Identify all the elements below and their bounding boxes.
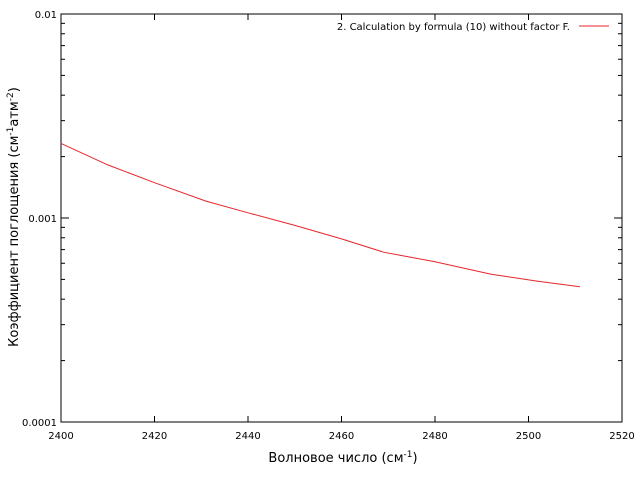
- x-axis-label-close: ): [412, 451, 417, 466]
- x-axis-ticks: 2400 2420 2440 2460 2480 2500 2520: [48, 14, 635, 442]
- y-axis-label-text: Коэффициент поглощения (см: [7, 136, 22, 347]
- x-axis-label: Волновое число (см-1): [268, 450, 417, 466]
- series-line: [60, 142, 580, 288]
- x-tick-label: 2520: [609, 431, 634, 442]
- x-tick-label: 2440: [235, 431, 260, 442]
- x-axis-label-text: Волновое число (см: [268, 451, 403, 466]
- x-tick-label: 2460: [329, 431, 354, 442]
- y-axis-label-close: ): [7, 87, 22, 92]
- legend: 2. Calculation by formula (10) without f…: [337, 22, 609, 33]
- y-axis-label-sup2: -2: [6, 92, 16, 101]
- y-axis-label: Коэффициент поглощения (см-1атм-2): [6, 87, 22, 347]
- y-tick-label: 0.001: [28, 214, 57, 225]
- legend-label: 2. Calculation by formula (10) without f…: [337, 22, 570, 33]
- y-axis-label-sup1: -1: [6, 127, 16, 136]
- plot-frame: [60, 13, 623, 423]
- x-tick-label: 2420: [142, 431, 167, 442]
- y-tick-label: 0.01: [35, 10, 57, 21]
- x-tick-label: 2480: [422, 431, 447, 442]
- y-axis-ticks: 0.0001 0.001 0.01: [22, 10, 622, 429]
- x-tick-label: 2500: [516, 431, 541, 442]
- x-axis-label-sup: -1: [404, 450, 413, 460]
- series-layer: [60, 142, 580, 288]
- y-axis-label-mid: атм: [7, 101, 22, 126]
- x-tick-label: 2400: [48, 431, 73, 442]
- y-tick-label: 0.0001: [22, 418, 57, 429]
